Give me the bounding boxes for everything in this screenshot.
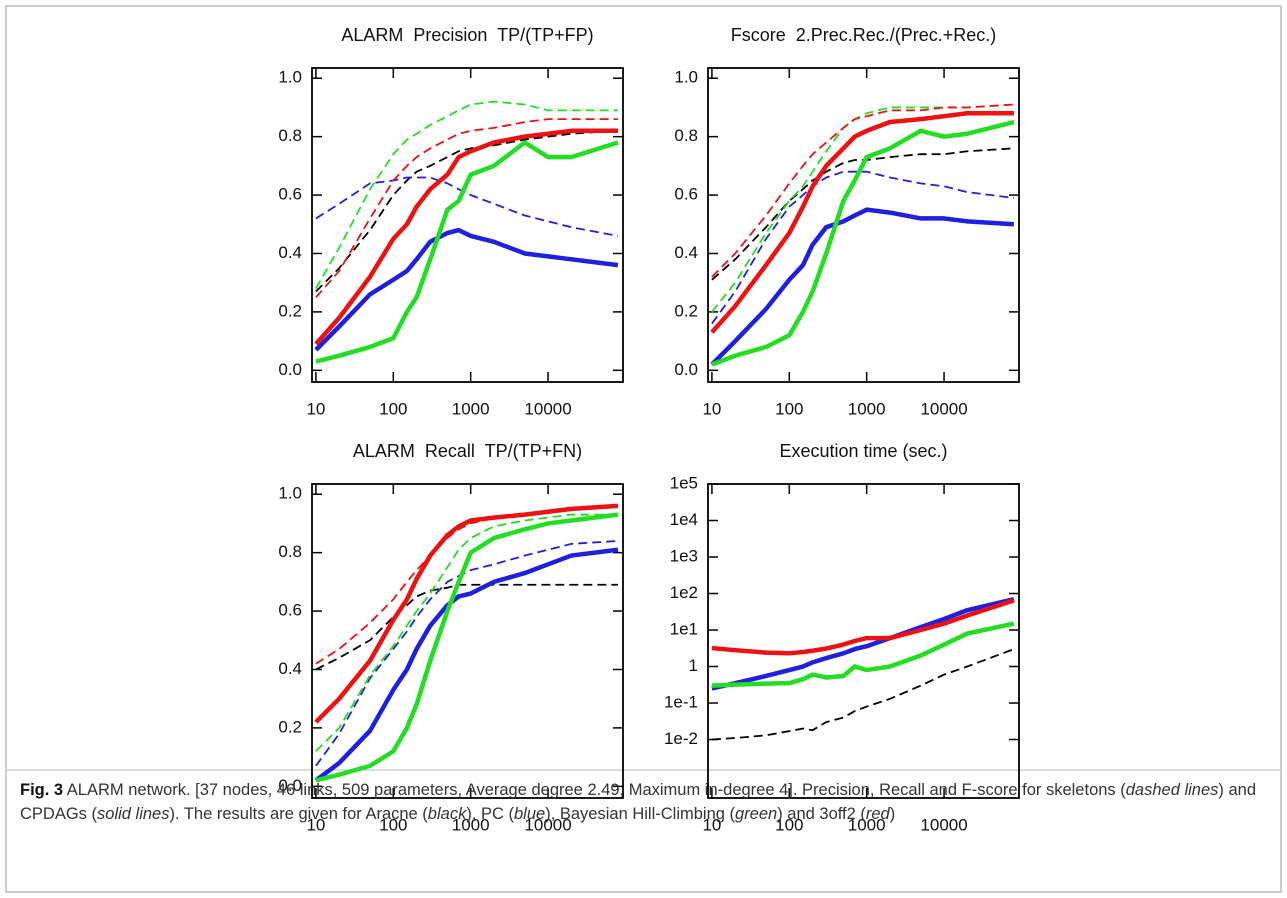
solid-line <box>711 596 1015 691</box>
caption-emphasis: green <box>735 805 778 823</box>
y-tick-label: 1e-1 <box>664 693 698 712</box>
y-tick-label: 0.2 <box>278 717 302 736</box>
solid-line <box>314 503 619 724</box>
x-tick-label: 100 <box>775 815 803 834</box>
y-tick-label: 1.0 <box>278 484 302 503</box>
y-tick-label: 1.0 <box>674 68 698 87</box>
x-tick-label: 1000 <box>848 815 886 834</box>
plot-frame <box>707 483 1020 799</box>
y-tick-label: 0.0 <box>278 360 302 379</box>
solid-line <box>315 140 619 364</box>
x-tick-label: 10 <box>702 399 721 418</box>
x-tick-label: 100 <box>379 399 407 418</box>
dashed-line <box>711 147 1014 281</box>
caption-text: ), PC ( <box>466 805 514 823</box>
x-tick-label: 1000 <box>452 815 490 834</box>
x-tick-label: 10000 <box>920 815 967 834</box>
y-tick-label: 0.6 <box>674 185 698 204</box>
caption-text: ) and CPDAGs ( <box>20 781 1257 823</box>
x-tick-label: 100 <box>775 399 803 418</box>
dashed-line <box>315 129 618 293</box>
y-tick-label: 0.8 <box>278 126 302 145</box>
y-tick-label: 0.6 <box>278 601 302 620</box>
dashed-line <box>315 583 618 671</box>
caption-emphasis: dashed lines <box>1125 781 1219 799</box>
dashed-line <box>315 118 618 298</box>
dashed-line <box>315 513 618 752</box>
x-tick-label: 1000 <box>848 399 886 418</box>
caption-text: ). The results are given for Aracne ( <box>169 805 428 823</box>
x-tick-label: 10000 <box>524 399 571 418</box>
dashed-line <box>315 540 618 767</box>
y-tick-label: 0.0 <box>278 776 302 795</box>
solid-line <box>710 207 1015 367</box>
y-tick-label: 0.4 <box>674 243 698 262</box>
x-tick-label: 10000 <box>524 815 571 834</box>
caption-emphasis: black <box>427 805 467 823</box>
dashed-line <box>711 648 1015 741</box>
chart-title: Fscore 2.Prec.Rec./(Prec.+Rec.) <box>731 25 997 45</box>
plot-frame <box>311 483 624 799</box>
caption-label: Fig. 3 <box>20 781 64 799</box>
y-tick-label: 1 <box>689 656 698 675</box>
solid-line <box>710 111 1014 334</box>
chart-title: Execution time (sec.) <box>779 441 947 461</box>
x-tick-label: 10 <box>702 815 721 834</box>
solid-line <box>314 227 619 352</box>
y-tick-label: 0.2 <box>278 301 302 320</box>
y-tick-label: 1.0 <box>278 68 302 87</box>
plot-frame <box>707 67 1020 383</box>
x-tick-label: 10000 <box>920 399 967 418</box>
y-tick-label: 0.8 <box>674 126 698 145</box>
y-tick-label: 1e5 <box>670 473 698 492</box>
figure-border <box>5 5 1282 893</box>
solid-line <box>711 598 1015 656</box>
y-tick-label: 0.8 <box>278 542 302 561</box>
y-tick-label: 0.2 <box>674 301 698 320</box>
x-tick-label: 10 <box>306 399 325 418</box>
x-tick-label: 10 <box>306 815 325 834</box>
caption-text: ), Bayesian Hill-Climbing ( <box>545 805 736 823</box>
y-tick-label: 0.0 <box>674 360 698 379</box>
y-tick-label: 1e4 <box>670 510 698 529</box>
y-tick-label: 1e2 <box>670 583 698 602</box>
caption-text: ALARM network. [37 nodes, 46 links, 509 … <box>66 781 1126 799</box>
dashed-line <box>315 176 619 237</box>
caption-text: ) <box>889 805 896 823</box>
x-tick-label: 100 <box>379 815 407 834</box>
caption-emphasis: solid lines <box>97 805 170 823</box>
caption-emphasis: blue <box>514 805 546 823</box>
caption-text: ) and 3off2 ( <box>777 805 866 823</box>
dashed-line <box>711 170 1015 325</box>
y-tick-label: 0.6 <box>278 185 302 204</box>
plot-frame <box>311 67 624 383</box>
solid-line <box>711 119 1015 367</box>
solid-line <box>711 621 1015 688</box>
solid-line <box>314 128 618 346</box>
y-tick-label: 0.4 <box>278 659 302 678</box>
dashed-line <box>315 100 618 289</box>
chart-title: ALARM Recall TP/(TP+FN) <box>353 441 582 461</box>
y-tick-label: 1e-2 <box>664 729 698 748</box>
y-tick-label: 1e1 <box>670 619 698 638</box>
dashed-line <box>711 103 1014 278</box>
caption: Fig. 3 ALARM network. [37 nodes, 46 link… <box>20 778 1265 826</box>
x-tick-label: 1000 <box>452 399 490 418</box>
caption-emphasis: red <box>865 805 890 823</box>
y-tick-label: 0.4 <box>278 243 302 262</box>
y-tick-label: 1e3 <box>670 546 698 565</box>
solid-line <box>315 512 619 783</box>
chart-title: ALARM Precision TP/(TP+FP) <box>341 25 593 45</box>
